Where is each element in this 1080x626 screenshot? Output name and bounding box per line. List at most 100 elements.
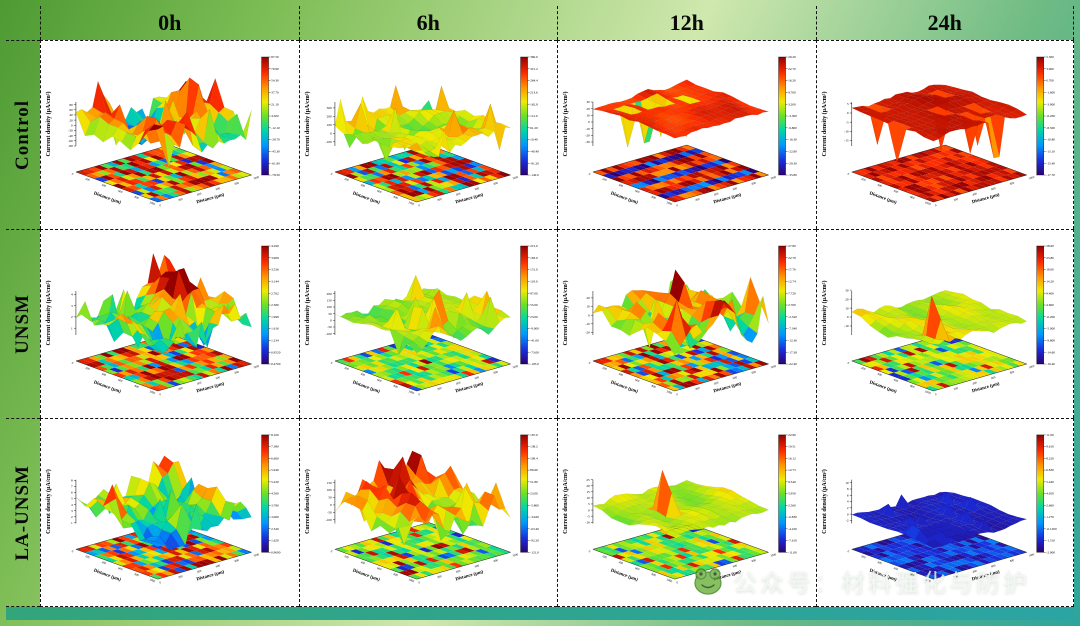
svg-text:2.762: 2.762 <box>271 291 279 295</box>
svg-text:-40.40: -40.40 <box>530 149 539 153</box>
svg-text:0: 0 <box>71 549 74 553</box>
svg-text:Current density (μA/cm²): Current density (μA/cm²) <box>820 281 827 346</box>
svg-text:400: 400 <box>101 183 107 188</box>
svg-text:50: 50 <box>328 312 332 316</box>
svg-text:0: 0 <box>934 580 937 584</box>
svg-text:-6.200: -6.200 <box>1046 114 1055 118</box>
svg-text:21.10: 21.10 <box>271 102 279 106</box>
svg-text:200: 200 <box>85 554 91 559</box>
svg-text:800: 800 <box>909 195 915 200</box>
svg-text:0: 0 <box>588 508 590 512</box>
plot-cell-la-unsm-12h: 25 20 15 10 5 0 -5 -10 Current density (μA/cm²) 2… <box>557 418 816 607</box>
svg-text:300: 300 <box>326 106 331 110</box>
plot-cell-la-unsm-24h: 10 8 6 4 2 0 -2 Current density (μA/cm²) 11.00 9.… <box>815 418 1074 607</box>
svg-text:0: 0 <box>417 203 420 207</box>
svg-text:-30: -30 <box>585 140 590 144</box>
svg-text:30: 30 <box>845 288 849 292</box>
svg-text:Distance (μm): Distance (μm) <box>610 191 639 206</box>
svg-text:-40: -40 <box>68 134 73 138</box>
svg-text:264.4: 264.4 <box>530 79 538 83</box>
svg-text:800: 800 <box>909 384 915 389</box>
svg-text:5: 5 <box>71 497 73 501</box>
svg-text:0: 0 <box>847 361 850 365</box>
svg-text:119.0: 119.0 <box>530 279 538 283</box>
plot-cell-unsm-6h: 200 150 100 50 0 -50 -100 Current density (μA/c… <box>298 229 557 418</box>
svg-text:800: 800 <box>134 572 140 577</box>
plot-cell-control-6h: 300 200 100 0 -100 Current density (μA/cm²) 36… <box>298 40 557 229</box>
svg-text:7.720: 7.720 <box>788 291 796 295</box>
svg-text:1.998: 1.998 <box>271 315 279 319</box>
svg-text:0: 0 <box>588 313 590 317</box>
surface-plot-control-24h: 5 0 -5 -10 -15 Current density (μA/cm²) 5.300 3… <box>820 55 1055 207</box>
svg-text:20: 20 <box>845 297 849 301</box>
svg-text:800: 800 <box>751 181 757 186</box>
svg-text:1000: 1000 <box>149 389 156 395</box>
svg-text:0: 0 <box>330 318 332 322</box>
svg-text:10.40: 10.40 <box>530 138 538 142</box>
svg-text:3.060: 3.060 <box>271 515 279 519</box>
svg-text:800: 800 <box>651 195 657 200</box>
svg-text:400: 400 <box>971 569 977 574</box>
svg-text:-20: -20 <box>585 331 590 335</box>
svg-text:-10: -10 <box>585 520 590 524</box>
svg-text:1000: 1000 <box>1027 364 1034 370</box>
svg-text:200: 200 <box>602 554 608 559</box>
svg-text:400: 400 <box>101 560 107 565</box>
svg-text:200: 200 <box>436 197 442 202</box>
corner-cell <box>6 6 40 40</box>
svg-text:5.950: 5.950 <box>788 492 796 496</box>
svg-text:-92.20: -92.20 <box>530 539 539 543</box>
svg-text:400: 400 <box>455 380 461 385</box>
svg-text:800: 800 <box>493 370 499 375</box>
column-header-24h: 24h <box>815 6 1074 40</box>
surface-plot-control-12h: 30 20 10 0 -10 -20 -30 Current density (μA/cm²)… <box>562 55 797 207</box>
svg-text:100: 100 <box>326 305 331 309</box>
svg-text:70.90: 70.90 <box>271 67 279 71</box>
svg-text:0: 0 <box>846 315 848 319</box>
svg-text:0: 0 <box>847 172 850 176</box>
svg-text:-13.10: -13.10 <box>1046 149 1055 153</box>
svg-text:-20: -20 <box>68 129 73 133</box>
svg-text:800: 800 <box>751 558 757 563</box>
bottom-strip <box>6 607 1074 620</box>
svg-text:0: 0 <box>934 392 937 396</box>
svg-text:800: 800 <box>234 558 240 563</box>
svg-text:109.4: 109.4 <box>530 456 538 460</box>
svg-text:167.0: 167.0 <box>530 433 538 437</box>
row-header-control: Control <box>6 40 40 229</box>
svg-text:200: 200 <box>178 197 184 202</box>
plot-cell-unsm-12h: 20 10 0 -10 -20 Current density (μA/cm²) 27.80… <box>557 229 816 418</box>
svg-text:3.780: 3.780 <box>271 503 279 507</box>
plot-cell-control-24h: 5 0 -5 -10 -15 Current density (μA/cm²) 5.300 3… <box>815 40 1074 229</box>
svg-text:Current density (μA/cm²): Current density (μA/cm²) <box>303 281 310 346</box>
svg-text:-15: -15 <box>844 139 849 143</box>
svg-text:0: 0 <box>330 361 333 365</box>
svg-text:800: 800 <box>1009 370 1015 375</box>
svg-text:Current density (μA/cm²): Current density (μA/cm²) <box>562 469 569 534</box>
svg-text:600: 600 <box>376 189 382 194</box>
figure-grid: 0h 6h 12h 24h Control 80 60 40 20 0 -20 -40 -60… <box>6 6 1074 620</box>
svg-text:1000: 1000 <box>407 200 414 206</box>
svg-text:200: 200 <box>953 574 959 579</box>
svg-text:600: 600 <box>732 563 738 568</box>
svg-text:200: 200 <box>326 292 331 296</box>
svg-text:0: 0 <box>159 392 162 396</box>
svg-text:5.940: 5.940 <box>271 468 279 472</box>
svg-text:4.500: 4.500 <box>271 114 279 118</box>
svg-text:23.80: 23.80 <box>1046 256 1054 260</box>
svg-text:-12.36: -12.36 <box>788 338 797 342</box>
svg-text:22.70: 22.70 <box>788 67 796 71</box>
svg-text:400: 400 <box>618 183 624 188</box>
svg-text:800: 800 <box>234 181 240 186</box>
svg-text:2: 2 <box>71 315 73 319</box>
svg-text:600: 600 <box>732 186 738 191</box>
svg-text:4: 4 <box>71 293 73 297</box>
svg-text:1000: 1000 <box>149 577 156 583</box>
svg-text:Current density (μA/cm²): Current density (μA/cm²) <box>562 92 569 157</box>
svg-text:4.290: 4.290 <box>271 244 279 248</box>
svg-text:5.220: 5.220 <box>271 480 279 484</box>
svg-text:800: 800 <box>134 384 140 389</box>
svg-text:0: 0 <box>588 120 590 124</box>
svg-text:Current density (μA/cm²): Current density (μA/cm²) <box>303 469 310 534</box>
